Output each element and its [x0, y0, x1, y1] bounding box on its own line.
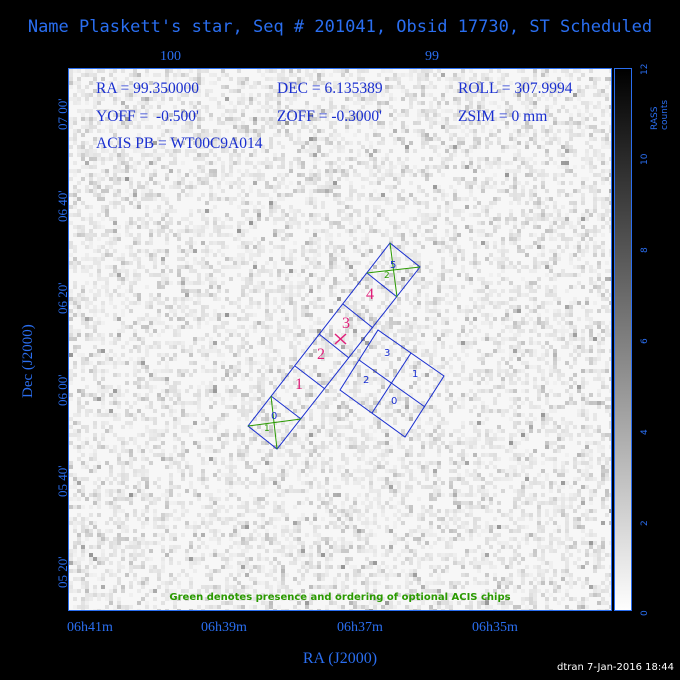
colorbar-gradient: [615, 69, 631, 610]
info-roll: ROLL = 307.9994: [458, 80, 573, 97]
info-ra: RA = 99.350000: [96, 80, 200, 97]
info-acis-pb: ACIS PB = WT00C9A014: [96, 135, 263, 152]
left-axis-tick-0640: 06 40': [55, 190, 70, 222]
optional-chips-note: Green denotes presence and ordering of o…: [169, 592, 511, 603]
left-axis-tick-0600: 06 00': [55, 374, 70, 406]
top-axis-tick-99: 99: [425, 49, 439, 64]
left-axis-tick-0700: 07 00': [55, 98, 70, 130]
colorbar-tick-10: 10: [640, 153, 650, 165]
page-title: Name Plaskett's star, Seq # 201041, Obsi…: [27, 17, 653, 37]
footer-stamp: dtran 7-Jan-2016 18:44: [556, 662, 674, 673]
colorbar-tick-12: 12: [640, 63, 650, 75]
info-yoff: YOFF = -0.500': [96, 108, 199, 125]
colorbar: [614, 68, 632, 611]
info-zsim: ZSIM = 0 mm: [458, 108, 548, 125]
colorbar-tick-0: 0: [640, 610, 650, 616]
info-dec: DEC = 6.135389: [277, 80, 383, 97]
colorbar-tick-2: 2: [640, 520, 650, 526]
left-axis-tick-0540: 05 40': [55, 465, 70, 497]
bottom-axis-tick-06h41m: 06h41m: [67, 620, 113, 635]
colorbar-tick-8: 8: [640, 247, 650, 253]
info-zoff: ZOFF = -0.3000': [277, 108, 382, 125]
top-axis-tick-100: 100: [160, 49, 181, 64]
bottom-axis-tick-06h37m: 06h37m: [337, 620, 383, 635]
bottom-axis-tick-06h39m: 06h39m: [201, 620, 247, 635]
left-axis-tick-0620: 06 20': [55, 282, 70, 314]
left-axis-label: Dec (J2000): [20, 324, 36, 398]
bottom-axis-tick-06h35m: 06h35m: [472, 620, 518, 635]
left-axis-tick-0520: 05 20': [55, 556, 70, 588]
bottom-axis-label: RA (J2000): [302, 650, 378, 667]
colorbar-unit: RASS counts: [650, 99, 670, 130]
colorbar-tick-6: 6: [640, 338, 650, 344]
sky-image: [68, 68, 612, 611]
colorbar-tick-4: 4: [640, 429, 650, 435]
